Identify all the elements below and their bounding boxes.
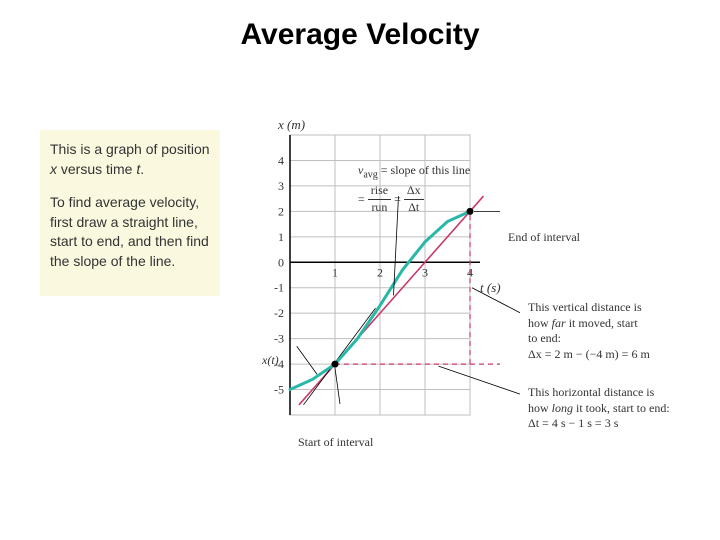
formula-annotation: vavg = slope of this line = rise run = Δ…: [358, 163, 518, 216]
horiz-l1: This horizontal distance is: [528, 385, 698, 401]
page-title: Average Velocity: [0, 0, 720, 52]
svg-text:1: 1: [278, 230, 284, 244]
formula-dx: Δx: [404, 183, 424, 200]
horizontal-distance-annotation: This horizontal distance is how long it …: [528, 385, 698, 432]
horiz-l2b: long: [552, 401, 573, 415]
y-axis-label: x (m): [278, 117, 305, 133]
vert-l3: to end:: [528, 331, 698, 347]
svg-text:4: 4: [278, 153, 284, 167]
formula-slope-text: = slope of this line: [378, 163, 470, 177]
position-time-chart: 1234-5-4-3-2-112340 x (m) t (s) vavg = s…: [230, 115, 700, 475]
svg-text:-5: -5: [274, 383, 284, 397]
description-box: This is a graph of position x versus tim…: [40, 130, 220, 296]
formula-rise: rise: [368, 183, 391, 200]
horiz-l2a: how: [528, 401, 552, 415]
vert-l4: Δx = 2 m − (−4 m) = 6 m: [528, 347, 698, 363]
desc-p1-c: .: [140, 161, 144, 177]
formula-eq1: =: [358, 192, 365, 208]
vert-l2a: how: [528, 316, 552, 330]
formula-run: run: [371, 200, 387, 216]
svg-text:-1: -1: [274, 281, 284, 295]
svg-text:3: 3: [278, 179, 284, 193]
vert-l1: This vertical distance is: [528, 300, 698, 316]
horiz-l2c: it took, start to end:: [573, 401, 670, 415]
vert-l2c: it moved, start: [566, 316, 638, 330]
start-interval-label: Start of interval: [298, 435, 373, 451]
horiz-l3: Δt = 4 s − 1 s = 3 s: [528, 416, 698, 432]
desc-p1-x: x: [50, 161, 57, 177]
desc-p1: This is a graph of position x versus tim…: [50, 140, 210, 179]
desc-p1-a: This is a graph of position: [50, 141, 210, 157]
svg-text:1: 1: [332, 265, 338, 279]
formula-eq2: =: [394, 192, 401, 208]
svg-text:-3: -3: [274, 332, 284, 346]
vertical-distance-annotation: This vertical distance is how far it mov…: [528, 300, 698, 362]
svg-text:3: 3: [422, 265, 428, 279]
end-interval-label: End of interval: [508, 230, 580, 246]
xt-label: x(t): [262, 353, 279, 369]
svg-text:-2: -2: [274, 306, 284, 320]
formula-dt: Δt: [408, 200, 419, 216]
desc-p2: To find average velocity, first draw a s…: [50, 193, 210, 271]
svg-text:2: 2: [278, 204, 284, 218]
desc-p1-b: versus time: [57, 161, 136, 177]
formula-avg: avg: [363, 169, 377, 180]
svg-text:0: 0: [278, 255, 284, 269]
vert-l2b: far: [552, 316, 566, 330]
svg-text:2: 2: [377, 265, 383, 279]
x-axis-label: t (s): [480, 280, 501, 296]
